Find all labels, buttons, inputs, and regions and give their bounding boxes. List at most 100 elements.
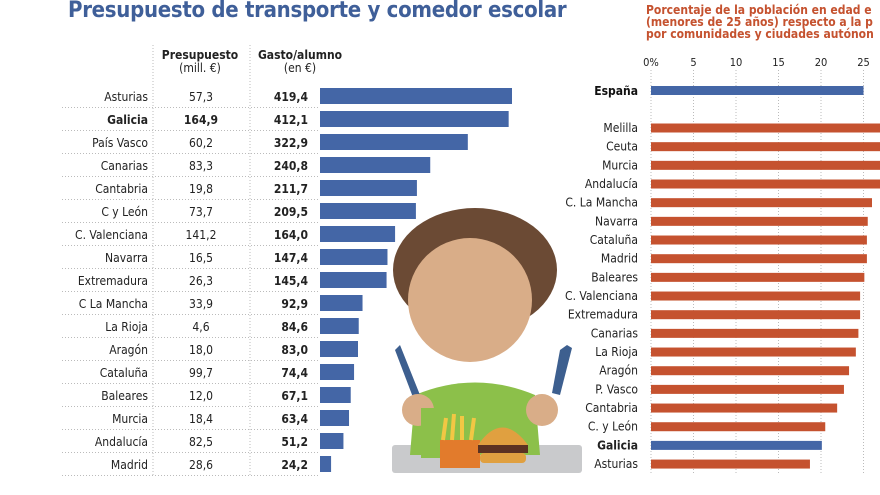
face — [408, 238, 532, 362]
category-label: Aragón — [599, 364, 638, 378]
category-label: La Rioja — [105, 320, 148, 334]
presupuesto-value: 73,7 — [189, 205, 213, 219]
category-label: Navarra — [595, 214, 638, 228]
presupuesto-value: 82,5 — [189, 435, 213, 449]
category-label: Murcia — [112, 412, 148, 426]
gasto-bar — [320, 456, 332, 472]
presupuesto-value: 19,8 — [189, 182, 213, 196]
gasto-bar — [320, 295, 363, 311]
category-label: Cantabria — [585, 401, 638, 415]
gasto-bar — [320, 387, 351, 403]
category-label: Melilla — [603, 121, 638, 135]
category-label: Andalucía — [95, 435, 148, 449]
presupuesto-value: 60,2 — [189, 136, 213, 150]
x-tick-label: 5 — [690, 56, 696, 69]
category-label: P. Vasco — [595, 382, 638, 396]
gasto-value: 211,7 — [274, 182, 308, 196]
percent-bar — [651, 160, 880, 170]
percent-bar — [651, 459, 810, 469]
category-label: Aragón — [109, 343, 148, 357]
percent-bar — [651, 347, 856, 357]
category-label: Asturias — [104, 90, 148, 104]
category-label: Galicia — [107, 113, 148, 127]
presupuesto-value: 164,9 — [184, 113, 218, 127]
right-hand — [526, 394, 558, 426]
x-tick-label: 15 — [772, 56, 785, 69]
gasto-bar — [320, 226, 396, 242]
percent-bar — [651, 272, 865, 282]
gasto-bar — [320, 249, 388, 265]
reference-bar — [651, 86, 864, 95]
gasto-value: 92,9 — [281, 297, 308, 311]
category-label: Cataluña — [100, 366, 148, 380]
burger-icon — [478, 427, 528, 445]
header-gasto: Gasto/alumno (en €) — [250, 49, 350, 75]
right-title-line-2: (menores de 25 años) respecto a la p — [646, 15, 873, 29]
percent-bar — [651, 123, 880, 133]
presupuesto-value: 18,0 — [189, 343, 213, 357]
category-label: Navarra — [105, 251, 148, 265]
gasto-value: 322,9 — [274, 136, 308, 150]
percent-bar — [651, 422, 826, 432]
category-label: Andalucía — [585, 177, 638, 191]
percent-bar — [651, 384, 844, 394]
category-label: C. Valenciana — [75, 228, 148, 242]
category-label: País Vasco — [92, 136, 148, 150]
category-label: C y León — [101, 205, 148, 219]
gasto-bar — [320, 272, 387, 288]
presupuesto-value: 18,4 — [189, 412, 213, 426]
left-chart-title: Presupuesto de transporte y comedor esco… — [68, 0, 567, 23]
percent-bar — [651, 328, 859, 338]
gasto-value: 240,8 — [274, 159, 308, 173]
presupuesto-value: 141,2 — [186, 228, 217, 242]
header-presupuesto-label: Presupuesto — [161, 48, 239, 62]
percent-bar — [651, 198, 872, 208]
gasto-bar — [320, 341, 358, 357]
presupuesto-value: 57,3 — [189, 90, 213, 104]
category-label: C. La Mancha — [565, 196, 638, 210]
x-tick-label: 25 — [857, 56, 870, 69]
percent-bar — [651, 440, 822, 450]
right-title-line-1: Porcentaje de la población en edad e — [646, 3, 872, 17]
gasto-bar — [320, 203, 416, 219]
gasto-value: 67,1 — [281, 389, 308, 403]
drink-bottle — [421, 408, 441, 458]
x-tick-label: 10 — [730, 56, 743, 69]
percent-bar — [651, 310, 861, 320]
presupuesto-value: 28,6 — [189, 458, 213, 472]
reference-label: España — [594, 84, 638, 98]
gasto-value: 145,4 — [274, 274, 309, 288]
category-label: Galicia — [597, 438, 638, 452]
category-label: Murcia — [602, 158, 638, 172]
gasto-bar — [320, 180, 417, 196]
gasto-bar — [320, 364, 355, 380]
category-label: Baleares — [101, 389, 148, 403]
fries — [440, 440, 480, 468]
category-label: Baleares — [591, 270, 638, 284]
gasto-bar — [320, 410, 350, 426]
category-label: C La Mancha — [79, 297, 148, 311]
gasto-value: 51,2 — [281, 435, 308, 449]
presupuesto-value: 12,0 — [189, 389, 213, 403]
category-label: C. y León — [588, 420, 638, 434]
fries-sticks — [441, 413, 476, 441]
gasto-value: 209,5 — [274, 205, 308, 219]
gasto-bar — [320, 157, 431, 173]
percent-bar — [651, 235, 867, 245]
category-label: Extremadura — [78, 274, 148, 288]
presupuesto-value: 4,6 — [192, 320, 209, 334]
percent-bar — [651, 291, 861, 301]
header-gasto-label: Gasto/alumno — [257, 48, 343, 62]
category-label: Madrid — [111, 458, 148, 472]
gasto-value: 24,2 — [281, 458, 308, 472]
gasto-bar — [320, 134, 468, 150]
right-title-line-3: por comunidades y ciudades autónon — [646, 27, 874, 41]
gasto-value: 147,4 — [274, 251, 309, 265]
category-label: Cataluña — [590, 233, 638, 247]
gasto-value: 419,4 — [274, 90, 309, 104]
category-label: Canarias — [591, 326, 639, 340]
presupuesto-value: 26,3 — [189, 274, 213, 288]
percent-bar — [651, 366, 850, 376]
gasto-bar — [320, 318, 359, 334]
